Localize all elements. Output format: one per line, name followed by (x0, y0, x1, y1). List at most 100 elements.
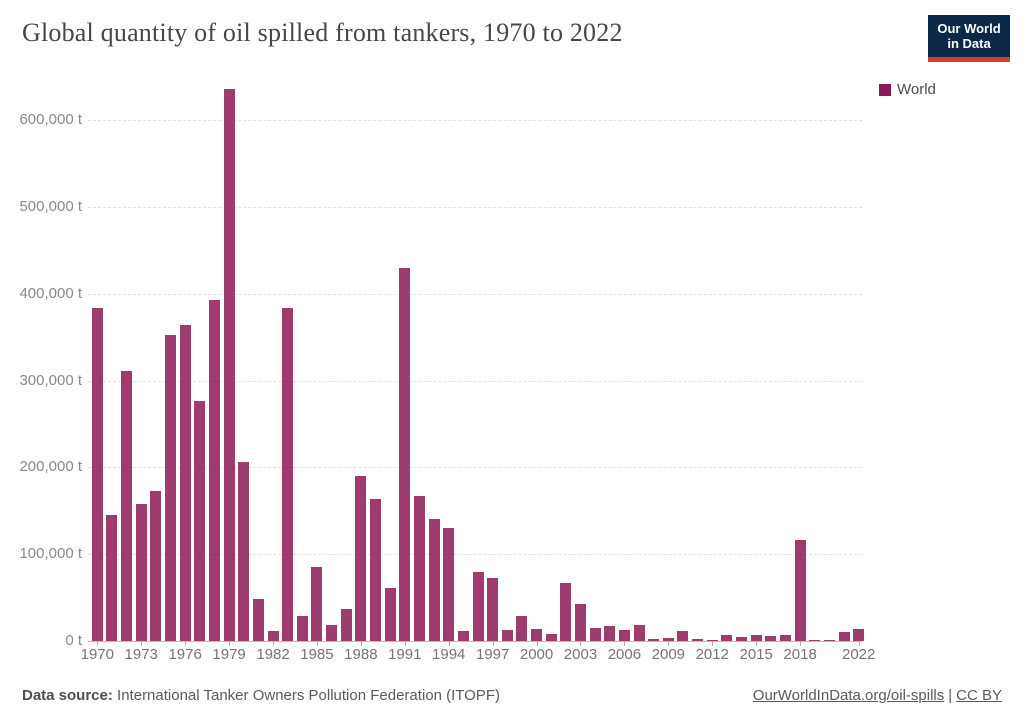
bar-1991[interactable] (399, 267, 411, 641)
gridline-200000 (88, 467, 862, 469)
x-tick-mark-1997 (492, 641, 494, 646)
x-tick-mark-1988 (360, 641, 362, 646)
bar-1998[interactable] (501, 629, 513, 641)
x-tick-label-1979: 1979 (212, 646, 246, 663)
bar-2005[interactable] (604, 626, 616, 641)
x-tick-label-2022: 2022 (841, 646, 876, 663)
bar-1976[interactable] (179, 324, 191, 641)
x-tick-mark-2006 (624, 641, 626, 646)
bar-1994[interactable] (443, 528, 455, 641)
bar-1985[interactable] (311, 567, 323, 641)
plot-area (88, 85, 866, 642)
data-source-note: Data source: International Tanker Owners… (22, 687, 500, 704)
bar-2021[interactable] (838, 632, 850, 641)
bar-2018[interactable] (794, 540, 806, 641)
x-tick-label-1991: 1991 (388, 646, 422, 663)
y-tick-label-200000: 200,000 t (19, 458, 82, 476)
bar-1974[interactable] (150, 490, 162, 641)
bar-2013[interactable] (721, 634, 733, 641)
y-tick-label-0: 0 t (65, 632, 82, 649)
bar-1979[interactable] (223, 88, 235, 641)
bar-2008[interactable] (648, 639, 660, 641)
data-source-text: International Tanker Owners Pollution Fe… (117, 687, 501, 704)
gridline-100000 (88, 554, 862, 556)
x-tick-mark-1982 (273, 641, 275, 646)
x-tick-mark-2000 (536, 641, 538, 646)
x-tick-label-1982: 1982 (256, 646, 290, 663)
bar-2020[interactable] (823, 640, 835, 641)
bar-2022[interactable] (853, 628, 865, 641)
bar-2004[interactable] (589, 627, 601, 641)
y-tick-label-300000: 300,000 t (19, 371, 82, 389)
owid-url-link[interactable]: OurWorldInData.org/oil-spills (752, 687, 945, 704)
x-tick-label-2018: 2018 (783, 646, 817, 663)
bar-1997[interactable] (487, 578, 499, 641)
x-tick-label-1985: 1985 (300, 646, 334, 663)
bar-1992[interactable] (413, 496, 425, 641)
bar-2019[interactable] (809, 640, 821, 641)
bar-1982[interactable] (267, 630, 279, 641)
bar-2007[interactable] (633, 625, 645, 641)
bar-1983[interactable] (282, 307, 294, 641)
x-tick-mark-1970 (97, 641, 99, 646)
footer-links: OurWorldInData.org/oil-spills | CC BY (753, 687, 1002, 704)
bar-2001[interactable] (545, 634, 557, 641)
bar-2015[interactable] (750, 634, 762, 641)
x-tick-mark-2015 (756, 641, 758, 646)
bar-1989[interactable] (370, 498, 381, 641)
gridline-500000 (88, 206, 862, 208)
x-tick-label-1997: 1997 (475, 646, 510, 663)
y-tick-label-400000: 400,000 t (19, 284, 82, 302)
gridline-400000 (88, 293, 862, 295)
bar-2014[interactable] (736, 636, 748, 641)
bar-1977[interactable] (194, 401, 206, 641)
bar-2012[interactable] (706, 640, 718, 641)
legend: World (879, 81, 936, 98)
bar-1987[interactable] (340, 608, 352, 641)
gridline-0 (88, 641, 862, 642)
bar-1993[interactable] (428, 519, 440, 641)
x-tick-label-1988: 1988 (344, 646, 378, 663)
bar-1970[interactable] (91, 308, 103, 641)
bar-1972[interactable] (121, 370, 133, 641)
chart-title: Global quantity of oil spilled from tank… (22, 18, 623, 47)
x-tick-mark-2022 (858, 641, 860, 646)
x-tick-label-1994: 1994 (432, 646, 466, 663)
bar-1971[interactable] (106, 515, 118, 641)
bar-1973[interactable] (135, 503, 147, 641)
bar-1988[interactable] (355, 476, 367, 641)
bar-1980[interactable] (238, 462, 250, 641)
bar-2000[interactable] (531, 628, 543, 641)
bar-2003[interactable] (574, 603, 586, 641)
x-tick-mark-1979 (229, 641, 231, 646)
y-tick-label-500000: 500,000 t (19, 197, 82, 215)
x-tick-label-1970: 1970 (80, 646, 114, 663)
x-tick-mark-2012 (712, 641, 714, 646)
gridline-600000 (88, 120, 862, 121)
x-tick-label-2012: 2012 (695, 646, 729, 663)
bar-1978[interactable] (208, 299, 220, 641)
bar-1995[interactable] (457, 630, 469, 641)
x-tick-label-2009: 2009 (651, 646, 686, 663)
bar-2006[interactable] (618, 629, 630, 641)
bar-1975[interactable] (165, 335, 177, 641)
bar-2017[interactable] (779, 634, 791, 641)
footer-separator: | (948, 687, 953, 704)
bar-2002[interactable] (560, 582, 572, 641)
bar-2010[interactable] (677, 631, 689, 641)
cc-by-link[interactable]: CC BY (956, 687, 1002, 704)
owid-logo[interactable]: Our World in Data (928, 15, 1010, 62)
x-tick-mark-2018 (800, 641, 802, 646)
bar-2009[interactable] (662, 637, 674, 641)
owid-logo-line2: in Data (947, 36, 991, 51)
bar-1999[interactable] (516, 615, 528, 641)
bar-1981[interactable] (252, 599, 264, 641)
y-tick-label-600000: 600,000 t (19, 111, 82, 128)
bar-1984[interactable] (296, 615, 308, 641)
x-tick-label-1976: 1976 (168, 646, 202, 663)
bar-1990[interactable] (384, 588, 396, 641)
bar-1986[interactable] (326, 624, 338, 641)
bar-2011[interactable] (692, 639, 704, 641)
bar-2016[interactable] (765, 635, 777, 641)
bar-1996[interactable] (472, 571, 484, 641)
